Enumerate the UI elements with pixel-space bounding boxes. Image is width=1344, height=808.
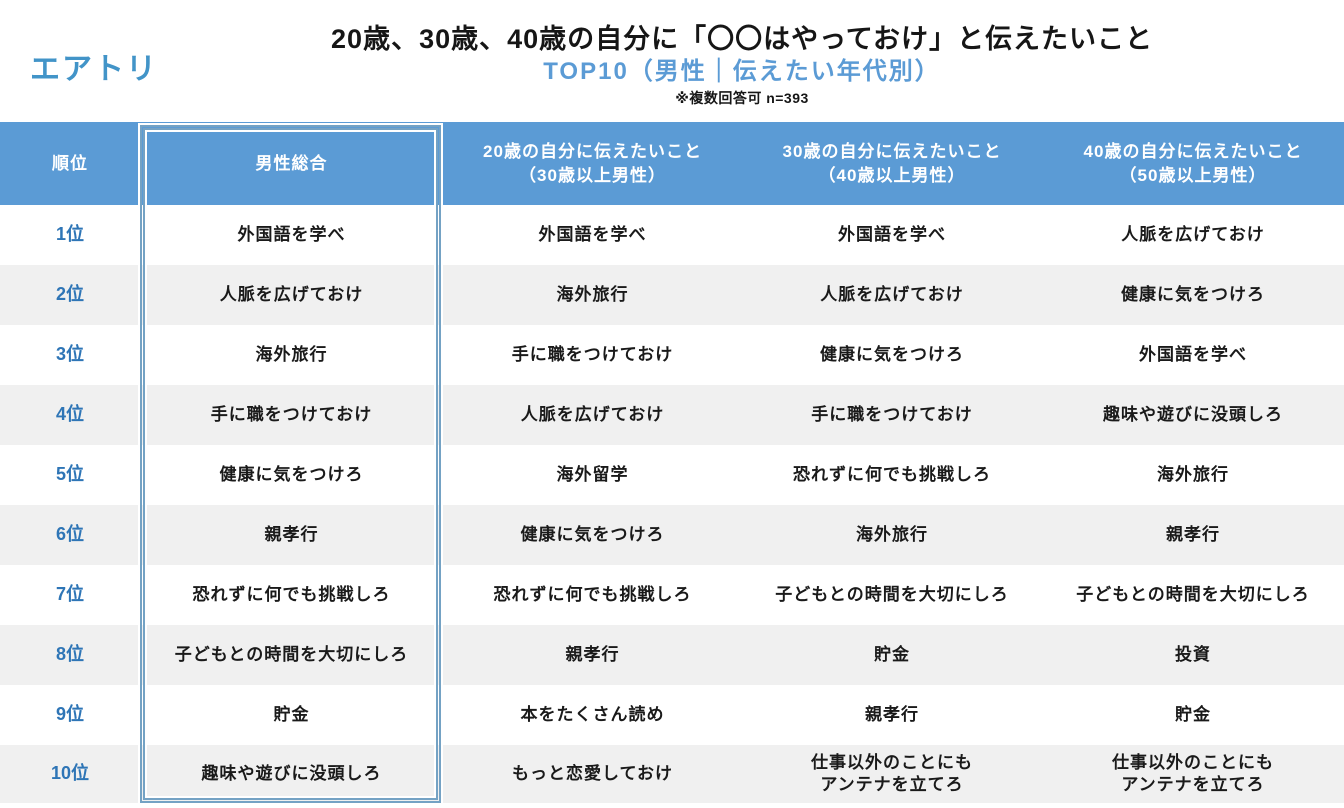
survey-note: ※複数回答可 n=393 [675, 90, 809, 106]
to30-cell: 親孝行 [865, 704, 919, 724]
to30-cell: 外国語を学べ [838, 224, 946, 244]
rank-cell: 7位 [55, 584, 84, 605]
rank-cell: 1位 [55, 224, 84, 245]
col-header-rank: 順位 [52, 153, 88, 173]
table-row: 9位 貯金 本をたくさん読め 親孝行 貯金 [0, 685, 1344, 745]
col-header-to40: 40歳の自分に伝えたいこと （50歳以上男性） [1083, 141, 1303, 185]
to30-cell: 海外旅行 [856, 524, 928, 544]
rank-cell: 5位 [55, 464, 84, 485]
table-row: 3位 海外旅行 手に職をつけておけ 健康に気をつけろ 外国語を学べ [0, 325, 1344, 385]
page-subtitle: TOP10（男性｜伝えたい年代別） [543, 58, 941, 85]
overall-cell: 健康に気をつけろ [219, 464, 364, 484]
overall-cell: 趣味や遊びに没頭しろ [201, 763, 382, 783]
col-header-to30: 30歳の自分に伝えたいこと （40歳以上男性） [782, 141, 1002, 185]
to30-cell: 健康に気をつけろ [820, 344, 964, 364]
to20-cell: 海外旅行 [556, 284, 629, 304]
col-header-overall: 男性総合 [255, 153, 328, 173]
to30-cell: 仕事以外のことにも アンテナを立てろ [811, 752, 973, 794]
overall-cell: 人脈を広げておけ [219, 284, 364, 304]
to40-cell: 健康に気をつけろ [1121, 284, 1265, 304]
to20-cell: もっと恋愛しておけ [512, 763, 673, 783]
to20-cell: 恐れずに何でも挑戦しろ [493, 584, 692, 604]
to40-cell: 仕事以外のことにも アンテナを立てろ [1112, 752, 1274, 794]
to40-cell: 外国語を学べ [1139, 344, 1247, 364]
rank-cell: 6位 [55, 524, 84, 545]
table-row: 7位 恐れずに何でも挑戦しろ 恐れずに何でも挑戦しろ 子どもとの時間を大切にしろ… [0, 565, 1344, 625]
to20-cell: 人脈を広げておけ [520, 404, 665, 424]
to40-cell: 人脈を広げておけ [1121, 224, 1265, 244]
to30-cell: 人脈を広げておけ [820, 284, 964, 304]
overall-cell: 子どもとの時間を大切にしろ [174, 644, 409, 664]
to20-cell: 健康に気をつけろ [520, 524, 665, 544]
table-row: 5位 健康に気をつけろ 海外留学 恐れずに何でも挑戦しろ 海外旅行 [0, 445, 1344, 505]
to20-cell: 外国語を学べ [538, 224, 647, 244]
heading-block: 20歳、30歳、40歳の自分に「〇〇はやっておけ」と伝えたいこと TOP10（男… [140, 22, 1344, 108]
airtrip-logo: エアトリ [30, 53, 158, 86]
col-header-to20: 20歳の自分に伝えたいこと （30歳以上男性） [483, 141, 702, 185]
overall-cell: 恐れずに何でも挑戦しろ [192, 584, 391, 604]
to20-cell: 本をたくさん読め [520, 704, 665, 724]
to40-cell: 投資 [1175, 644, 1211, 664]
overall-cell: 貯金 [273, 704, 310, 724]
ranking-table: 順位 男性総合 20歳の自分に伝えたいこと （30歳以上男性） 30歳の自分に伝… [0, 122, 1344, 803]
table-row: 10位 趣味や遊びに没頭しろ もっと恋愛しておけ 仕事以外のことにも アンテナを… [0, 745, 1344, 803]
to40-cell: 親孝行 [1166, 524, 1220, 544]
rank-cell: 8位 [55, 644, 84, 665]
overall-cell: 親孝行 [264, 524, 319, 544]
rank-cell: 10位 [50, 763, 90, 784]
rank-cell: 4位 [55, 404, 84, 425]
table-header-row: 順位 男性総合 20歳の自分に伝えたいこと （30歳以上男性） 30歳の自分に伝… [0, 122, 1344, 205]
table-row: 2位 人脈を広げておけ 海外旅行 人脈を広げておけ 健康に気をつけろ [0, 265, 1344, 325]
table-row: 8位 子どもとの時間を大切にしろ 親孝行 貯金 投資 [0, 625, 1344, 685]
to20-cell: 手に職をつけておけ [511, 344, 674, 364]
to20-cell: 親孝行 [565, 644, 620, 664]
rank-cell: 2位 [55, 284, 84, 305]
page-title: 20歳、30歳、40歳の自分に「〇〇はやっておけ」と伝えたいこと [331, 24, 1153, 54]
overall-cell: 手に職をつけておけ [210, 404, 373, 424]
to30-cell: 手に職をつけておけ [811, 404, 973, 424]
rank-cell: 9位 [55, 704, 84, 725]
overall-cell: 海外旅行 [255, 344, 328, 364]
to40-cell: 趣味や遊びに没頭しろ [1103, 404, 1283, 424]
to40-cell: 海外旅行 [1157, 464, 1229, 484]
to30-cell: 恐れずに何でも挑戦しろ [793, 464, 991, 484]
to40-cell: 貯金 [1175, 704, 1211, 724]
overall-cell: 外国語を学べ [237, 224, 346, 244]
table-row: 4位 手に職をつけておけ 人脈を広げておけ 手に職をつけておけ 趣味や遊びに没頭… [0, 385, 1344, 445]
to40-cell: 子どもとの時間を大切にしろ [1076, 584, 1310, 604]
to20-cell: 海外留学 [556, 464, 629, 484]
table-row: 6位 親孝行 健康に気をつけろ 海外旅行 親孝行 [0, 505, 1344, 565]
to30-cell: 子どもとの時間を大切にしろ [775, 584, 1009, 604]
rank-cell: 3位 [55, 344, 84, 365]
table-row: 1位 外国語を学べ 外国語を学べ 外国語を学べ 人脈を広げておけ [0, 205, 1344, 265]
to30-cell: 貯金 [874, 644, 910, 664]
